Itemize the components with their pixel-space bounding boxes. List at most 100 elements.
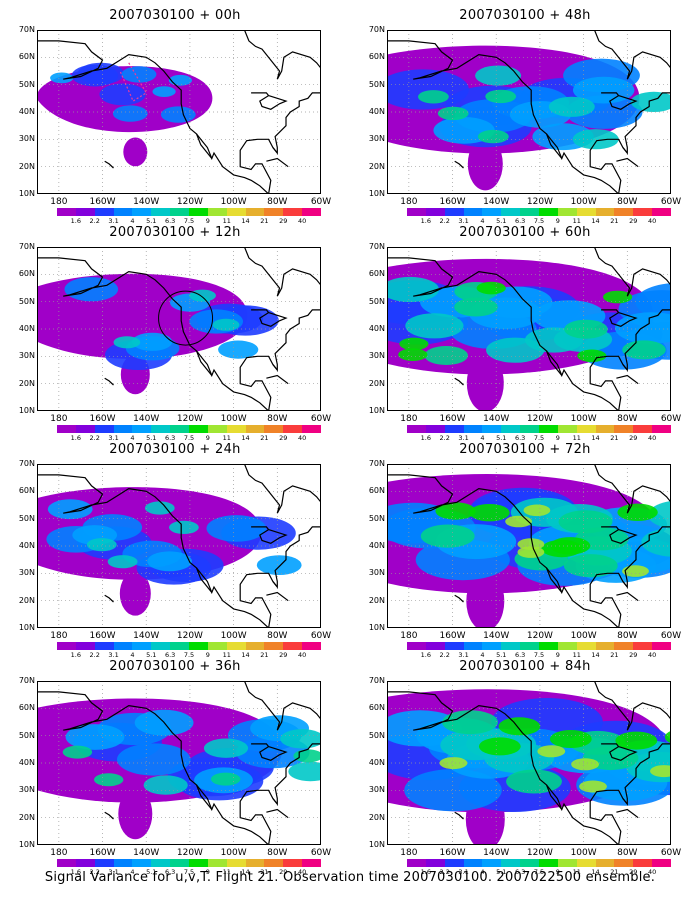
longitude-label: 100W [570,197,597,207]
longitude-label: 140W [133,414,160,424]
colorbar-swatch [501,425,521,433]
colorbar-label: 4 [480,217,485,225]
longitude-label: 140W [133,848,160,858]
colorbar-label: 6.3 [514,434,526,442]
colorbar-swatch [444,859,464,867]
colorbar-label: 4 [130,217,135,225]
map-panel: 2007030100 + 36h 70N 60N 50N 40N 30N 20N 10N 180… [5,659,345,881]
longitude-label: 160W [89,414,116,424]
colorbar-label: 21 [610,217,619,225]
colorbar-label: 5.1 [496,651,507,659]
latitude-label: 20N [18,812,35,822]
colorbar-swatch [595,208,615,216]
variance-contour [62,745,93,759]
latitude-label: 10N [18,189,35,198]
colorbar-label: 3.1 [108,217,119,225]
coastline [601,92,638,110]
variance-contour [144,501,175,515]
variance-contour [99,83,146,106]
colorbar-label: 14 [591,217,600,225]
variance-contour [418,90,449,104]
latitude-label: 60N [368,52,385,62]
variance-contour [168,74,192,86]
variance-contour [541,539,582,558]
latitude-label: 70N [18,459,35,468]
map-frame [387,464,671,628]
colorbar-label: 3.1 [458,651,469,659]
figure-caption: Signal Variance for u,v,T. Flight 21. Ob… [44,870,656,885]
map-canvas [37,30,321,194]
colorbar-label: 5.1 [496,217,507,225]
variance-contour [564,319,608,339]
coastline [622,798,628,805]
coastline [616,591,639,602]
longitude-label: 140W [133,197,160,207]
latitude-label: 70N [368,242,385,251]
colorbar-swatch [132,642,152,650]
coastline [195,350,213,376]
colorbar-label: 6.3 [164,434,176,442]
colorbar-label: 29 [629,868,638,876]
variance-contour [405,313,464,339]
colorbar-swatch [407,425,426,433]
colorbar-swatch [463,642,483,650]
variance-contour [523,504,551,517]
colorbar-label: 4 [480,434,485,442]
longitude-label: 80W [267,197,288,207]
colorbar-label: 21 [260,434,269,442]
colorbar-swatch [207,642,227,650]
colorbar-swatch [520,642,540,650]
coastline [104,811,114,820]
colorbar-label: 2.2 [89,434,100,442]
longitude-label: 80W [617,848,638,858]
variance-contour [387,276,439,303]
colorbar-swatch [113,859,133,867]
coastline [266,157,289,168]
longitude-label: 80W [267,631,288,641]
longitude-label: 120W [526,848,553,858]
variance-contour [420,524,475,548]
map-frame [37,464,321,628]
colorbar-swatch [539,425,558,433]
variance-contour [118,788,153,840]
coastline [454,160,464,169]
longitude-label: 80W [617,631,638,641]
colorbar-label: 7.5 [533,217,545,225]
colorbar-swatch [57,642,76,650]
colorbar-swatch [633,859,653,867]
latitude-label: 10N [18,840,35,849]
colorbar-swatch [576,642,596,650]
colorbar-label: 21 [260,217,269,225]
colorbar-swatch [113,642,133,650]
colorbar-swatch [57,208,76,216]
longitude-label: 60W [660,631,682,641]
colorbar-swatch [283,208,303,216]
variance-contour [475,65,522,86]
longitude-label: 100W [220,197,247,207]
colorbar-label: 6.3 [164,868,176,876]
variance-contour [206,515,267,542]
colorbar-label: 11 [222,434,231,442]
colorbar-label: 9 [555,217,560,225]
colorbar-swatch [633,642,653,650]
colorbar-swatch [226,425,246,433]
colorbar-label: 14 [591,868,600,876]
colorbar-label: 29 [629,217,638,225]
coastline [601,743,638,761]
variance-map [387,464,671,628]
panel-title: 2007030100 + 36h [109,659,241,674]
longitude-label: 120W [526,631,553,641]
coastline [37,40,270,194]
variance-contour [469,504,510,522]
longitude-label: 140W [483,631,510,641]
colorbar-swatch [75,859,95,867]
colorbar-swatch [501,208,521,216]
variance-contour [211,772,241,786]
colorbar-swatch [283,425,303,433]
variance-contour [86,538,117,552]
colorbar-swatch [652,208,672,216]
variance-contour [467,137,503,191]
colorbar-swatch [425,859,445,867]
longitude-label: 140W [483,848,510,858]
colorbar-swatch [132,208,152,216]
